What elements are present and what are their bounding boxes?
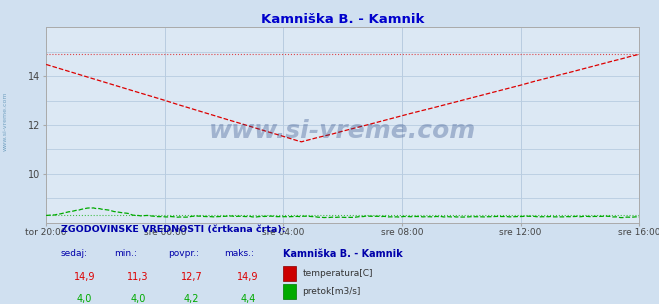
Title: Kamniška B. - Kamnik: Kamniška B. - Kamnik [261, 13, 424, 26]
Text: www.si-vreme.com: www.si-vreme.com [3, 92, 8, 151]
Bar [283, 266, 297, 282]
Text: maks.:: maks.: [224, 249, 254, 258]
Text: 14,9: 14,9 [74, 271, 96, 282]
Text: 4,0: 4,0 [77, 294, 92, 304]
Text: 12,7: 12,7 [181, 271, 202, 282]
Text: pretok[m3/s]: pretok[m3/s] [302, 287, 360, 296]
Text: temperatura[C]: temperatura[C] [302, 269, 373, 278]
Text: 4,0: 4,0 [130, 294, 146, 304]
Text: 11,3: 11,3 [127, 271, 149, 282]
Text: 14,9: 14,9 [237, 271, 258, 282]
Text: 4,2: 4,2 [184, 294, 199, 304]
Text: sedaj:: sedaj: [61, 249, 88, 258]
Text: min.:: min.: [115, 249, 137, 258]
Text: povpr.:: povpr.: [167, 249, 199, 258]
Text: ZGODOVINSKE VREDNOSTI (črtkana črta):: ZGODOVINSKE VREDNOSTI (črtkana črta): [61, 225, 285, 234]
Text: www.si-vreme.com: www.si-vreme.com [209, 119, 476, 143]
Bar [283, 285, 297, 299]
Text: Kamniška B. - Kamnik: Kamniška B. - Kamnik [283, 249, 403, 259]
Text: 4,4: 4,4 [240, 294, 256, 304]
